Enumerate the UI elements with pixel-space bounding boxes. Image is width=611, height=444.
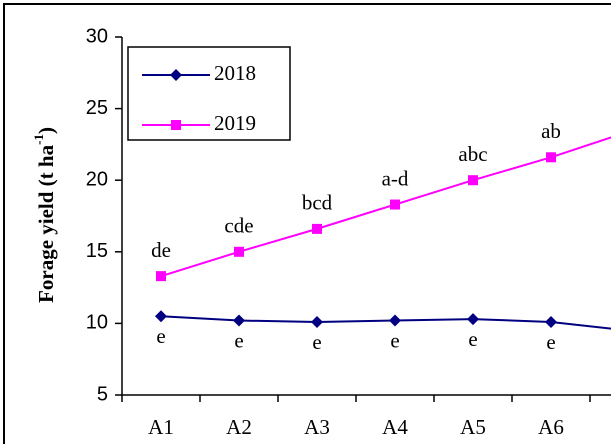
point: [545, 315, 557, 328]
x-tick-label: A6: [538, 415, 564, 439]
series-line: [160, 315, 611, 330]
point: [234, 246, 244, 257]
legend: 2018 2019: [127, 46, 291, 141]
value-label: e: [234, 328, 243, 352]
point: [389, 314, 401, 327]
point: [467, 313, 479, 326]
series-line: [160, 136, 611, 278]
point: [233, 314, 245, 327]
legend-marker: [171, 120, 181, 130]
x-tick-label: A3: [304, 415, 330, 439]
y-axis-label: Forage yield (t ha-1): [31, 127, 57, 303]
plot: 5 10 15 20 25 30 A1 A2 A3 A4 A5 A6 e e e e e e de cde bcd a-d…: [86, 25, 611, 439]
legend-label: 2018: [214, 61, 256, 85]
value-label: e: [468, 327, 477, 351]
point: [312, 223, 322, 234]
y-tick-label: 5: [97, 383, 108, 405]
value-label: de: [151, 238, 171, 262]
frame: [3, 3, 611, 444]
x-tick-label: A2: [226, 415, 252, 439]
y-tick-label: 20: [86, 168, 108, 190]
y-label-suffix: ): [34, 127, 58, 134]
value-label: a-d: [382, 166, 409, 190]
value-label: e: [156, 324, 165, 348]
y-label-text: Forage yield (t ha: [34, 144, 58, 303]
point: [468, 175, 478, 186]
value-label: cde: [224, 214, 253, 238]
value-label: e: [546, 330, 555, 354]
point: [311, 315, 323, 328]
value-label: e: [312, 330, 321, 354]
legend-marker: [170, 69, 182, 81]
y-tick-label: 10: [86, 312, 108, 334]
point: [156, 271, 166, 282]
x-tick-label: A1: [148, 415, 174, 439]
y-tick-label: 15: [86, 240, 108, 262]
legend-label: 2019: [214, 111, 256, 135]
y-tick-label: 30: [86, 25, 108, 47]
x-tick-label: A4: [382, 415, 408, 439]
value-label: abc: [458, 142, 487, 166]
legend-box: [127, 46, 291, 141]
y-label-sup: -1: [31, 134, 46, 145]
point: [390, 199, 400, 210]
point: [546, 152, 556, 163]
value-label: bcd: [302, 191, 333, 215]
x-tick-label: A5: [460, 415, 486, 439]
y-tick-label: 25: [86, 97, 108, 119]
value-label: ab: [541, 119, 561, 143]
point: [155, 310, 167, 323]
value-label: e: [390, 328, 399, 352]
